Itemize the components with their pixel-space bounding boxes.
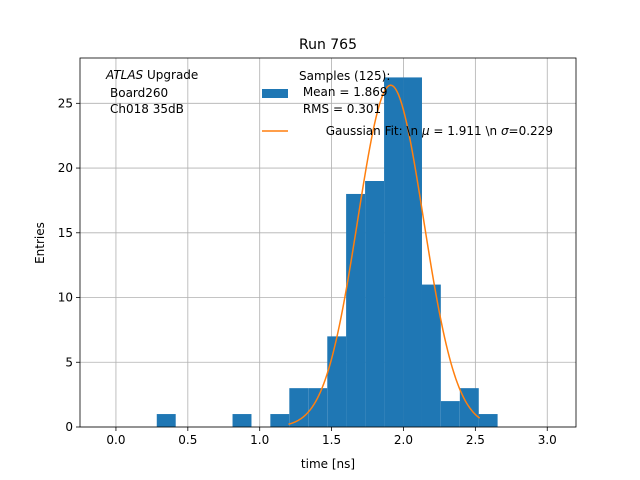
x-tick-label: 0.5 [178,433,197,447]
legend-fit-sigma-symbol: σ [501,124,509,138]
histogram-bar [270,414,290,427]
histogram-bar [421,284,441,427]
histogram-bar [365,181,385,427]
upgrade-label: Upgrade [143,68,198,82]
legend-fit-mid: = 1.911 \n [430,124,501,138]
legend-samples-rms: RMS = 0.301 [299,102,381,116]
x-tick-label: 3.0 [538,433,557,447]
legend-samples-mean: Mean = 1.869 [299,85,388,99]
channel-label: Ch018 35dB [110,102,184,116]
svg-text:ATLAS Upgrade: ATLAS Upgrade [105,68,198,82]
y-tick-label: 10 [58,291,73,305]
atlas-annotation: ATLAS Upgrade Board260 Ch018 35dB [105,68,198,116]
gaussian-fit-curve [288,84,481,425]
x-tick-label: 2.0 [394,433,413,447]
histogram-bar [440,401,460,427]
legend-fit-suffix: =0.229 [509,124,553,138]
legend: Samples (125): Mean = 1.869 RMS = 0.301 … [262,69,572,138]
legend-samples-swatch [262,89,288,98]
x-tick-label: 0.0 [106,433,125,447]
x-axis-label: time [ns] [301,457,355,471]
x-tick-label: 2.5 [466,433,485,447]
histogram-bar [384,77,404,427]
histogram-bar [232,414,252,427]
x-axis-ticks: 0.0 0.5 1.0 1.5 2.0 2.5 3.0 [106,427,557,447]
y-tick-label: 0 [65,420,73,434]
svg-text:Gaussian Fit: \n μ = 1.911 \n: Gaussian Fit: \n μ = 1.911 \n σ=0.229 [299,124,572,138]
x-tick-label: 1.5 [322,433,341,447]
histogram-bar [478,414,498,427]
histogram-bar [346,193,366,427]
x-tick-label: 1.0 [250,433,269,447]
y-axis-label: Entries [33,222,47,264]
plot-frame [79,57,577,428]
y-tick-label: 20 [58,161,73,175]
y-tick-label: 25 [58,96,73,110]
histogram-bar [403,77,422,427]
histogram-bar [289,388,309,427]
histogram-bar [327,336,347,427]
histogram-bars [156,77,498,427]
legend-fit-mu-symbol: μ [421,124,430,138]
histogram-bar [308,388,328,427]
legend-samples-line1: Samples (125): [299,69,390,83]
y-tick-label: 15 [58,226,73,240]
histogram-bar [156,414,176,427]
legend-fit-prefix: Gaussian Fit: \n [326,124,422,138]
y-tick-label: 5 [65,355,73,369]
atlas-label: ATLAS [105,68,144,82]
chart-title: Run 765 [299,37,357,53]
board-label: Board260 [110,86,168,100]
y-axis-ticks: 0 5 10 15 20 25 [58,96,80,434]
